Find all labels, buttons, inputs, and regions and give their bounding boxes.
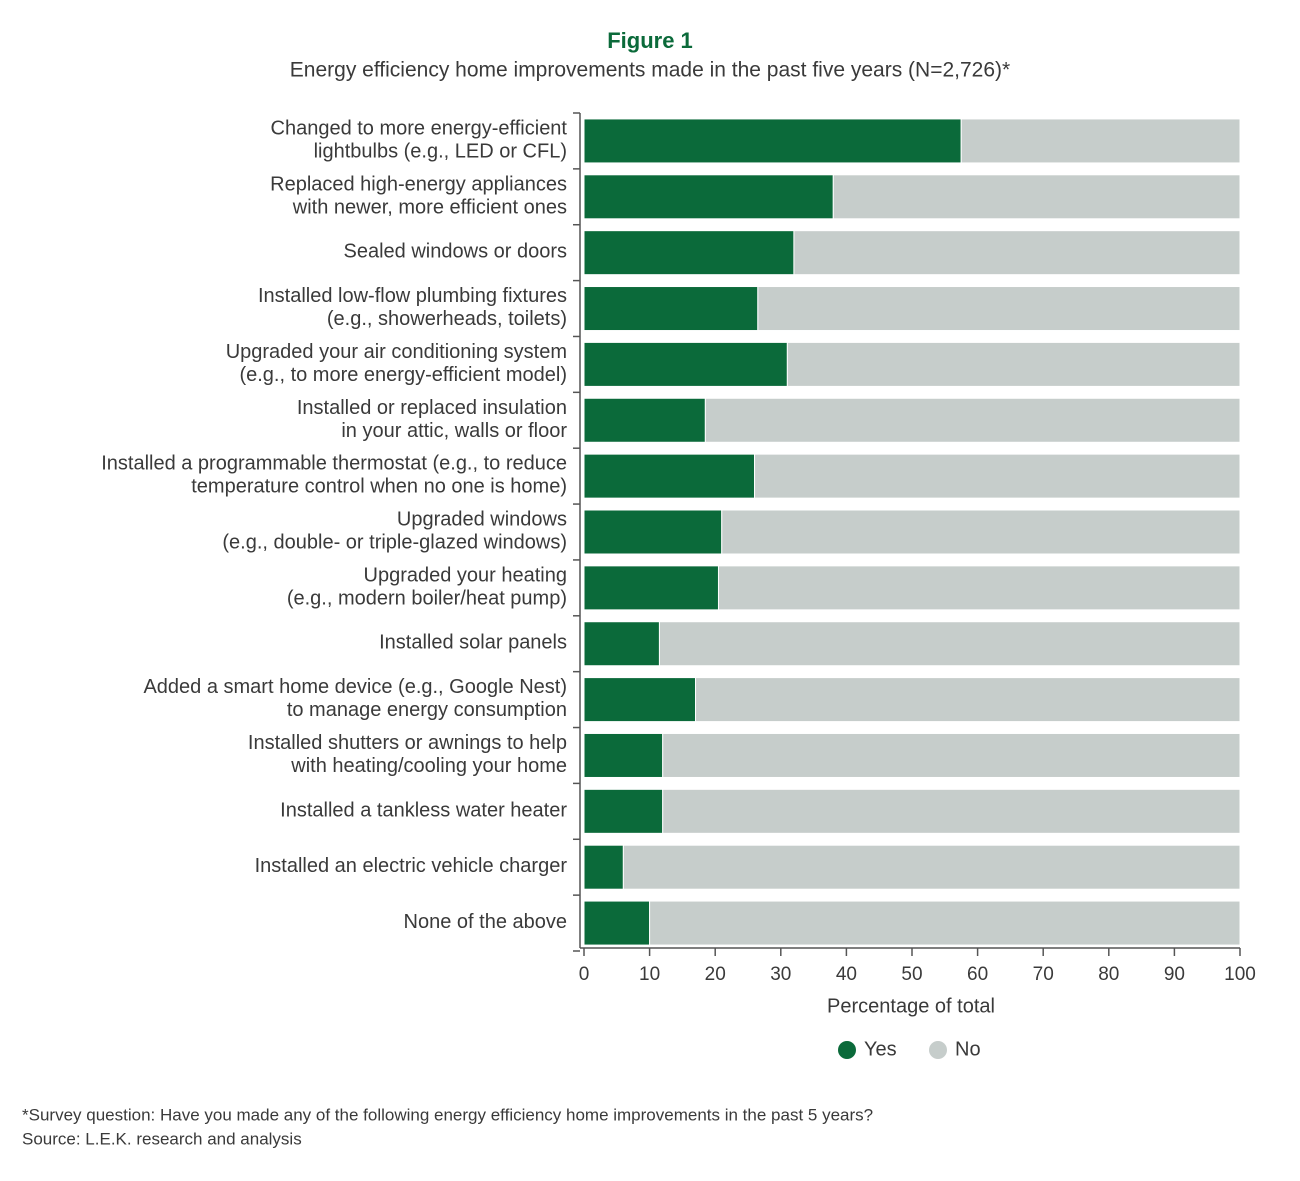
bar-segment — [583, 565, 719, 611]
legend-label: Yes — [864, 1038, 897, 1060]
y-tick-label: Installed a programmable thermostat (e.g… — [101, 453, 567, 498]
bar-segment — [721, 509, 1241, 555]
footnote: *Survey question: Have you made any of t… — [22, 1105, 873, 1124]
x-tick-label: 100 — [1224, 964, 1256, 985]
x-tick-label: 30 — [770, 964, 791, 985]
bar-segment — [786, 341, 1241, 387]
bar-segment — [649, 900, 1241, 946]
chart-subtitle: Energy efficiency home improvements made… — [290, 59, 1010, 82]
chart-title: Figure 1 — [607, 28, 693, 53]
x-tick-label: 20 — [705, 964, 726, 985]
y-tick-label: Installed a tankless water heater — [280, 800, 567, 822]
x-tick-label: 90 — [1164, 964, 1185, 985]
bar-segment — [695, 677, 1241, 723]
x-tick-label: 10 — [639, 964, 660, 985]
y-tick-label: Sealed windows or doors — [344, 241, 567, 263]
x-tick-label: 40 — [836, 964, 857, 985]
bar-segment — [583, 174, 834, 220]
y-tick-label: None of the above — [404, 911, 567, 933]
y-tick-label: Installed or replaced insulation in your … — [297, 397, 568, 442]
bar-segment — [583, 509, 723, 555]
bar-segment — [583, 341, 788, 387]
bar-segment — [717, 565, 1241, 611]
x-tick-label: 80 — [1098, 964, 1119, 985]
bar-segment — [583, 621, 660, 667]
y-tick-label: Added a smart home device (e.g., Google … — [143, 676, 567, 721]
legend-marker — [838, 1041, 856, 1059]
bar-segment — [960, 118, 1241, 164]
y-tick-label: Installed shutters or awnings to help wit… — [248, 732, 567, 777]
x-tick-label: 0 — [579, 964, 590, 985]
bar-segment — [583, 788, 664, 834]
x-axis-label: Percentage of total — [827, 995, 995, 1017]
x-tick-label: 60 — [967, 964, 988, 985]
y-tick-label: Installed an electric vehicle charger — [255, 855, 568, 877]
bar-segment — [757, 286, 1241, 332]
bar-segment — [704, 397, 1241, 443]
bar-segment — [583, 118, 962, 164]
y-tick-label: Changed to more energy-efficient lightbul… — [271, 118, 568, 163]
y-tick-label: Installed solar panels — [379, 632, 567, 654]
bar-segment — [583, 732, 664, 778]
y-tick-label: Upgraded windows (e.g., double- or triple… — [222, 509, 567, 554]
bar-segment — [583, 677, 697, 723]
bar-segment — [583, 230, 795, 276]
y-tick-label: Replaced high-energy appliances with newe… — [270, 174, 567, 219]
legend-marker — [929, 1041, 947, 1059]
y-tick-label: Upgraded your air conditioning system (e.… — [226, 341, 567, 386]
legend-label: No — [955, 1038, 981, 1060]
bar-segment — [832, 174, 1241, 220]
x-tick-label: 50 — [901, 964, 922, 985]
bar-segment — [793, 230, 1241, 276]
bar-segment — [583, 900, 651, 946]
bar-segment — [662, 732, 1241, 778]
x-tick-label: 70 — [1033, 964, 1054, 985]
source-note: Source: L.E.K. research and analysis — [22, 1129, 302, 1148]
y-tick-label: Upgraded your heating (e.g., modern boile… — [287, 565, 567, 610]
bar-segment — [583, 844, 624, 890]
bar-segment — [658, 621, 1241, 667]
bar-segment — [583, 453, 756, 499]
y-tick-label: Installed low-flow plumbing fixtures (e.g… — [258, 285, 567, 330]
bar-segment — [662, 788, 1241, 834]
bar-segment — [754, 453, 1241, 499]
bar-segment — [583, 397, 706, 443]
bar-segment — [622, 844, 1241, 890]
bar-segment — [583, 286, 759, 332]
